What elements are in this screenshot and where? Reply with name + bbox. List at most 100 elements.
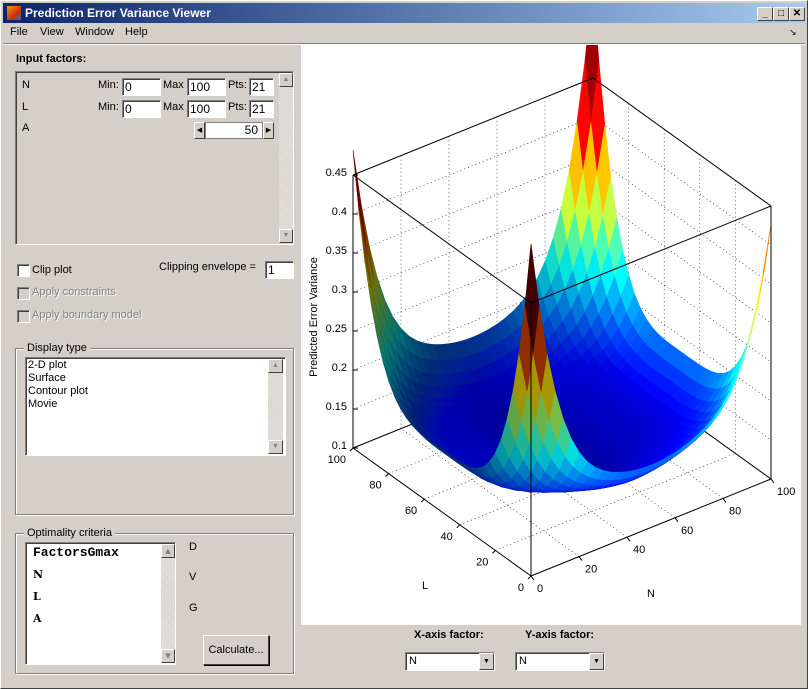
- axis-edge: [352, 174, 532, 304]
- l-tick: [456, 524, 461, 529]
- n-tick: [530, 575, 535, 581]
- apply-boundary-checkbox[interactable]: [17, 310, 30, 323]
- scroll-down-icon[interactable]: ▼: [268, 440, 283, 454]
- axis-ticks: 0.1 0.15 0.2 0.25 0.3 0.35 0.4 0.45 0 20 40 60 80 100…: [326, 167, 796, 595]
- clipping-envelope-input[interactable]: 1: [265, 261, 294, 279]
- z-tick-label: 0.15: [326, 401, 347, 413]
- display-type-scrollbar[interactable]: ▲ ▼: [268, 359, 283, 454]
- n-tick-label: 60: [681, 525, 693, 537]
- apply-boundary-label: Apply boundary model: [32, 309, 142, 321]
- factor-name-a: A: [22, 122, 30, 134]
- l-tick-label: 60: [405, 505, 417, 517]
- axis-edge: [592, 77, 772, 207]
- n-tick-label: 40: [633, 544, 645, 556]
- a-value-slider[interactable]: ◀ 50 ▶: [194, 122, 274, 139]
- l-tick-label: 0: [518, 582, 524, 594]
- l-tick-label: 20: [476, 556, 488, 568]
- clip-plot-checkbox[interactable]: [17, 264, 30, 277]
- list-item[interactable]: Surface: [28, 372, 66, 384]
- display-type-title: Display type: [24, 341, 90, 355]
- y-axis-factor-select[interactable]: N ▼: [515, 652, 605, 671]
- n-pts-input[interactable]: 21: [249, 78, 274, 96]
- apply-constraints-label: Apply constraints: [32, 286, 116, 298]
- optimality-list[interactable]: FactorsGmax N L A ▲ ▼: [25, 542, 176, 665]
- axis-edge: [352, 447, 532, 577]
- n-max-input[interactable]: 100: [187, 78, 226, 96]
- list-item[interactable]: Contour plot: [28, 385, 88, 397]
- error-variance-surface: [352, 45, 772, 493]
- menu-help[interactable]: Help: [125, 26, 148, 38]
- min-label: Min:: [98, 79, 119, 91]
- z-axis-label: Predicted Error Variance: [308, 257, 320, 377]
- optimality-frame: Optimality criteria: [15, 526, 294, 674]
- l-min-input[interactable]: 0: [122, 100, 161, 118]
- input-factors-scrollbar[interactable]: ▲ ▼: [279, 73, 293, 243]
- l-tick-label: 100: [328, 454, 346, 466]
- dropdown-arrow-icon[interactable]: ▼: [479, 653, 494, 670]
- l-tick-label: 40: [441, 531, 453, 543]
- min-label: Min:: [98, 101, 119, 113]
- list-item[interactable]: Movie: [28, 398, 58, 410]
- window-title: Prediction Error Variance Viewer: [25, 6, 211, 20]
- scroll-up-icon[interactable]: ▲: [161, 544, 175, 558]
- scroll-up-icon[interactable]: ▲: [268, 359, 283, 373]
- maximize-button[interactable]: □: [773, 7, 789, 21]
- l-pts-input[interactable]: 21: [249, 100, 274, 118]
- list-item: A: [33, 612, 42, 625]
- g-criterion-label: G: [189, 602, 198, 614]
- minimize-button[interactable]: _: [757, 7, 773, 21]
- max-label: Max: [163, 101, 184, 113]
- gridline: [592, 194, 772, 324]
- menu-bar: File View Window Help ↘: [3, 23, 805, 42]
- scroll-up-icon[interactable]: ▲: [279, 73, 293, 87]
- dropdown-arrow-icon[interactable]: ▼: [589, 653, 604, 670]
- x-axis-factor-label: X-axis factor:: [414, 629, 484, 641]
- axis-edge: [530, 205, 772, 304]
- slider-left-icon[interactable]: ◀: [194, 122, 205, 139]
- a-value-field[interactable]: 50: [205, 122, 263, 139]
- l-tick: [420, 498, 425, 503]
- n-tick: [722, 498, 727, 503]
- list-item: N: [33, 568, 44, 581]
- clipping-envelope-label: Clipping envelope =: [159, 261, 256, 273]
- n-min-input[interactable]: 0: [122, 78, 161, 96]
- pts-label: Pts:: [228, 79, 247, 91]
- dock-arrow-icon[interactable]: ↘: [789, 27, 797, 37]
- display-type-list[interactable]: 2-D plot Surface Contour plot Movie ▲ ▼: [25, 357, 286, 456]
- y-axis-factor-label: Y-axis factor:: [525, 629, 595, 641]
- n-tick-label: 20: [585, 564, 597, 576]
- apply-constraints-checkbox[interactable]: [17, 287, 30, 300]
- scroll-down-icon[interactable]: ▼: [161, 649, 175, 663]
- axes-box: [352, 77, 772, 577]
- l-tick: [492, 550, 496, 554]
- menu-file[interactable]: File: [10, 26, 28, 38]
- gridline: [496, 389, 676, 519]
- factor-name-n: N: [22, 79, 30, 91]
- d-criterion-label: D: [189, 541, 197, 553]
- x-axis-factor-select[interactable]: N ▼: [405, 652, 495, 671]
- menu-view[interactable]: View: [40, 26, 64, 38]
- n-tick-label: 0: [537, 583, 543, 595]
- display-type-frame: Display type: [15, 341, 294, 515]
- y-axis-factor-value: N: [519, 655, 527, 667]
- scroll-down-icon[interactable]: ▼: [279, 229, 293, 243]
- z-tick-label: 0.2: [332, 362, 347, 374]
- optimality-scrollbar[interactable]: ▲ ▼: [161, 544, 175, 663]
- l-max-input[interactable]: 100: [187, 100, 226, 118]
- menu-divider: [3, 43, 805, 45]
- n-tick-label: 80: [729, 505, 741, 517]
- surface-patch: [524, 243, 540, 354]
- list-item[interactable]: 2-D plot: [28, 359, 67, 371]
- surface-plot[interactable]: 0.1 0.15 0.2 0.25 0.3 0.35 0.4 0.45 0 20 40 60 80 100…: [301, 45, 801, 625]
- gridline: [592, 116, 772, 246]
- optimality-title: Optimality criteria: [24, 526, 115, 540]
- menu-window[interactable]: Window: [75, 26, 115, 38]
- list-header: FactorsGmax: [33, 545, 119, 560]
- matlab-logo-icon: [7, 6, 21, 20]
- calculate-button[interactable]: Calculate...: [203, 635, 269, 665]
- slider-right-icon[interactable]: ▶: [263, 122, 274, 139]
- z-tick-label: 0.4: [332, 206, 347, 218]
- close-button[interactable]: ✕: [789, 7, 805, 21]
- l-tick-label: 80: [369, 480, 381, 492]
